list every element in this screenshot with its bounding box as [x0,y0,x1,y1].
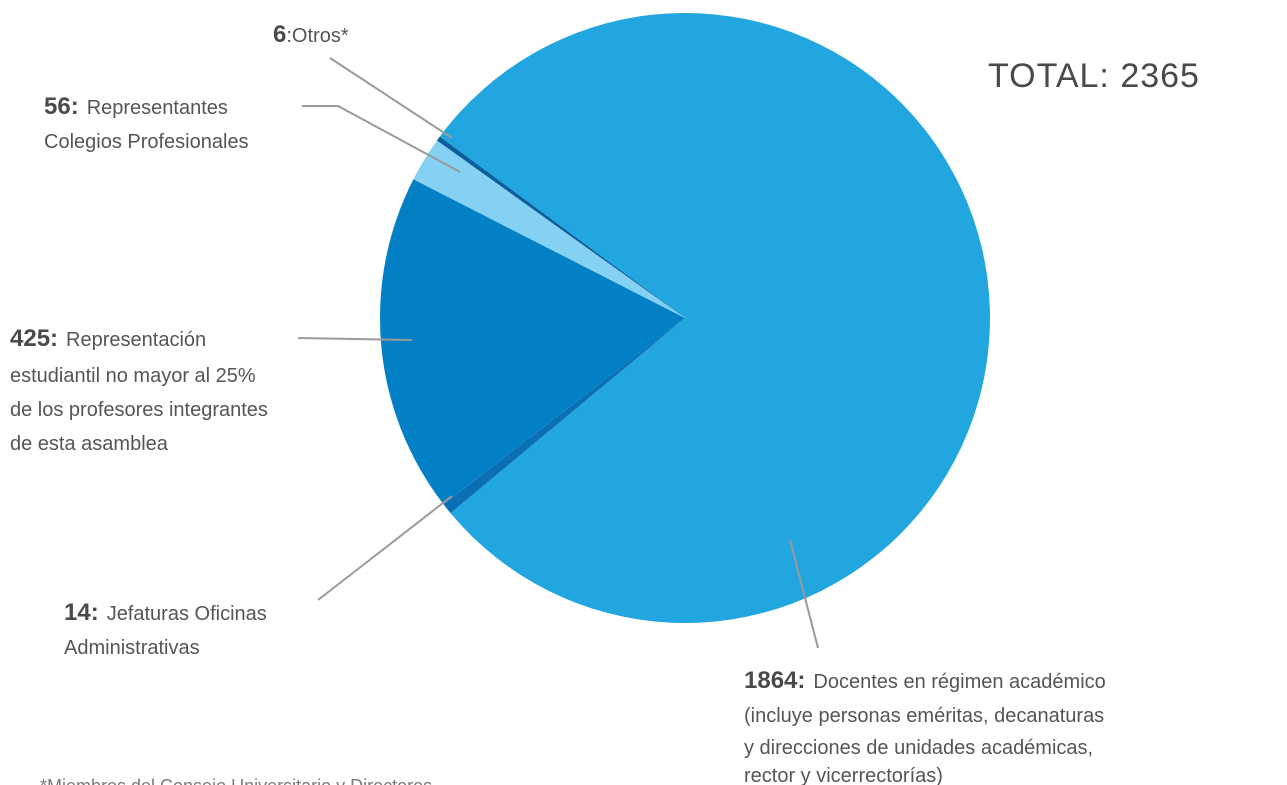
label-colegios-line-2: Colegios Profesionales [44,131,249,153]
pie-slice-estudiantil [379,179,685,505]
pie-slice-otros [436,136,685,318]
pie-slice-colegios [413,140,685,318]
footnote: *Miembros del Consejo Universitario y Di… [40,776,432,785]
label-estudiantil-line-4: de esta asamblea [10,433,169,455]
label-docentes-line-3: y direcciones de unidades académicas, [744,737,1093,759]
leader-line-docentes [789,539,819,649]
total-label: TOTAL: 2365 [988,57,1200,95]
label-estudiantil-line-1: Representación [66,329,206,351]
leader-line-estudiantil [297,337,413,341]
label-otros-value: 6 [273,21,286,48]
label-otros: 6:Otros* [273,21,349,48]
label-estudiantil-line-3: de los profesores integrantes [10,399,268,421]
label-docentes: 1864: Docentes en régimen académico [744,667,1106,694]
label-colegios-value: 56: [44,93,79,120]
label-colegios-line-1: Representantes [87,97,228,119]
label-otros-text: :Otros* [286,25,348,47]
label-jefaturas-line-2: Administrativas [64,637,200,659]
label-docentes-line-2: (incluye personas eméritas, decanaturas [744,705,1104,727]
label-jefaturas-value: 14: [64,599,99,626]
label-estudiantil-value: 425: [10,325,58,352]
pie-slice-docentes [439,13,990,624]
label-estudiantil-line-2: estudiantil no mayor al 25% [10,365,256,387]
label-jefaturas: 14: Jefaturas Oficinas [64,599,267,626]
label-jefaturas-line-1: Jefaturas Oficinas [107,603,267,625]
pie-slices [379,13,990,624]
label-colegios: 56: Representantes [44,93,228,120]
pie-slice-jefaturas [443,318,685,514]
label-docentes-value: 1864: [744,667,805,694]
label-docentes-line-4: rector y vicerrectorías) [744,765,943,785]
leader-line-colegios [302,105,461,173]
label-docentes-line-1: Docentes en régimen académico [813,671,1105,693]
leader-line-jefaturas [317,495,453,601]
leader-line-otros [329,57,453,139]
label-estudiantil: 425: Representación [10,325,206,352]
